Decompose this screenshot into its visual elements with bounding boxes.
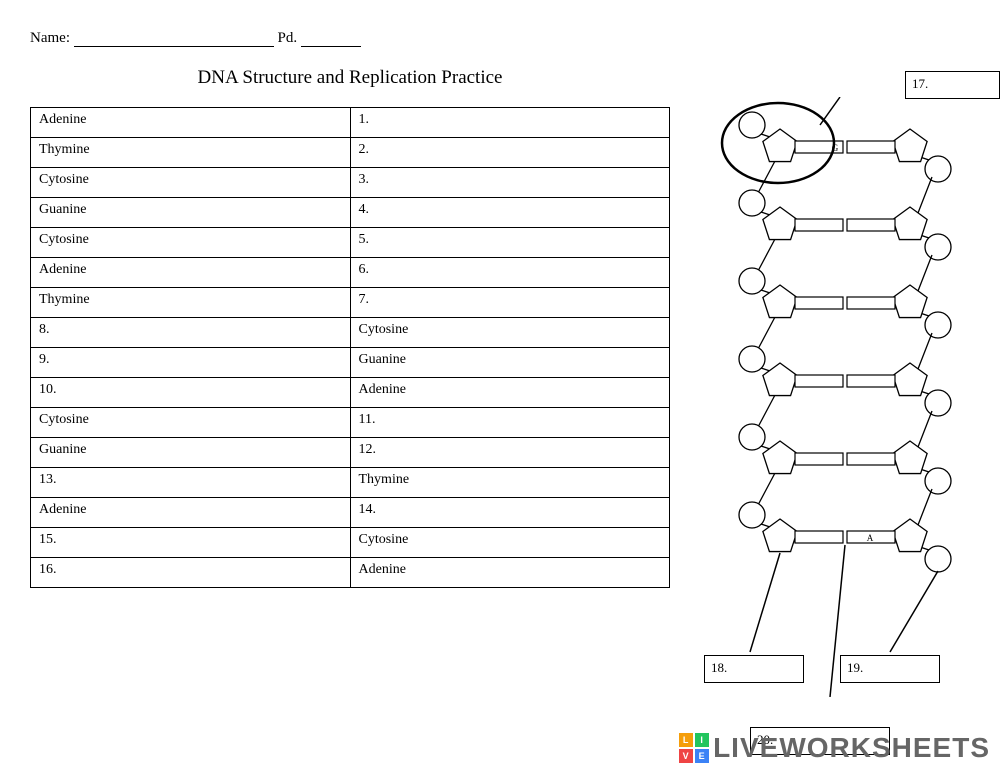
table-row: Thymine2.: [31, 138, 670, 168]
table-cell[interactable]: Adenine: [31, 498, 351, 528]
table-cell[interactable]: Cytosine: [31, 408, 351, 438]
page-title: DNA Structure and Replication Practice: [0, 67, 970, 89]
table-cell[interactable]: 4.: [350, 198, 670, 228]
dna-svg: GA: [710, 97, 990, 697]
table-row: 13.Thymine: [31, 468, 670, 498]
table-row: Guanine12.: [31, 438, 670, 468]
box-18[interactable]: 18.: [704, 655, 804, 683]
table-row: 15.Cytosine: [31, 528, 670, 558]
table-cell[interactable]: 7.: [350, 288, 670, 318]
svg-text:A: A: [867, 533, 874, 543]
table-row: Adenine14.: [31, 498, 670, 528]
box-19[interactable]: 19.: [840, 655, 940, 683]
table-row: Cytosine3.: [31, 168, 670, 198]
table-cell[interactable]: Thymine: [31, 288, 351, 318]
table-cell[interactable]: 12.: [350, 438, 670, 468]
watermark-logo: LIVE: [679, 733, 709, 763]
header-line: Name: Pd.: [30, 30, 970, 47]
box-17[interactable]: 17.: [905, 71, 1000, 99]
table-cell[interactable]: Guanine: [350, 348, 670, 378]
table-cell[interactable]: 13.: [31, 468, 351, 498]
table-cell[interactable]: Thymine: [350, 468, 670, 498]
watermark: LIVE LIVEWORKSHEETS: [679, 732, 990, 764]
table-row: 9.Guanine: [31, 348, 670, 378]
table-cell[interactable]: 5.: [350, 228, 670, 258]
pd-field[interactable]: [301, 33, 361, 47]
table-cell[interactable]: Adenine: [350, 378, 670, 408]
table-cell[interactable]: 1.: [350, 108, 670, 138]
name-label: Name:: [30, 30, 70, 46]
table-cell[interactable]: 15.: [31, 528, 351, 558]
table-cell[interactable]: Cytosine: [350, 318, 670, 348]
table-row: 10.Adenine: [31, 378, 670, 408]
table-cell[interactable]: Cytosine: [31, 228, 351, 258]
table-cell[interactable]: Adenine: [31, 258, 351, 288]
dna-diagram: 17. GA 18. 19. 20.: [710, 107, 990, 727]
table-row: Guanine4.: [31, 198, 670, 228]
table-cell[interactable]: 2.: [350, 138, 670, 168]
pd-label: Pd.: [277, 30, 297, 46]
table-row: Adenine1.: [31, 108, 670, 138]
table-cell[interactable]: 11.: [350, 408, 670, 438]
table-row: Cytosine11.: [31, 408, 670, 438]
watermark-text: LIVEWORKSHEETS: [713, 732, 990, 764]
name-field[interactable]: [74, 33, 274, 47]
table-row: 16.Adenine: [31, 558, 670, 588]
table-cell[interactable]: 6.: [350, 258, 670, 288]
table-row: Cytosine5.: [31, 228, 670, 258]
table-row: Adenine6.: [31, 258, 670, 288]
table-cell[interactable]: Guanine: [31, 438, 351, 468]
table-cell[interactable]: Guanine: [31, 198, 351, 228]
table-cell[interactable]: 16.: [31, 558, 351, 588]
table-cell[interactable]: Cytosine: [350, 528, 670, 558]
table-cell[interactable]: Thymine: [31, 138, 351, 168]
table-cell[interactable]: 3.: [350, 168, 670, 198]
table-cell[interactable]: 10.: [31, 378, 351, 408]
table-cell[interactable]: Adenine: [350, 558, 670, 588]
table-row: 8.Cytosine: [31, 318, 670, 348]
practice-table: Adenine1.Thymine2.Cytosine3.Guanine4.Cyt…: [30, 107, 670, 588]
table-cell[interactable]: 9.: [31, 348, 351, 378]
table-row: Thymine7.: [31, 288, 670, 318]
table-cell[interactable]: Cytosine: [31, 168, 351, 198]
table-cell[interactable]: 8.: [31, 318, 351, 348]
table-cell[interactable]: 14.: [350, 498, 670, 528]
table-cell[interactable]: Adenine: [31, 108, 351, 138]
